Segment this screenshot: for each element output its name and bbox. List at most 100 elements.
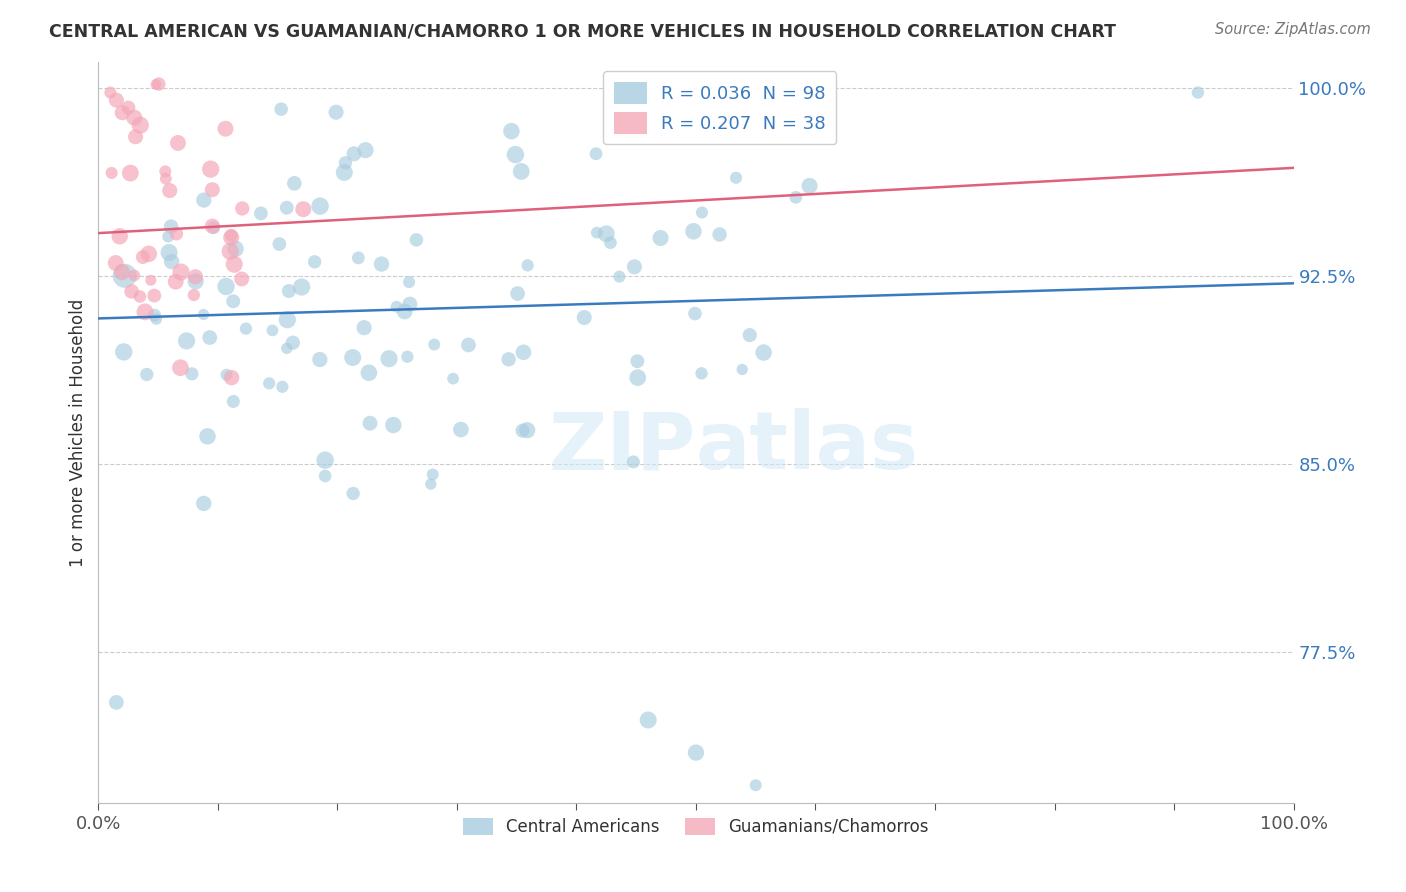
Point bbox=[165, 275, 187, 289]
Point bbox=[160, 254, 183, 268]
Point bbox=[516, 423, 538, 437]
Point bbox=[270, 102, 292, 116]
Point bbox=[512, 345, 534, 359]
Point bbox=[129, 289, 152, 303]
Point bbox=[745, 778, 768, 792]
Point bbox=[335, 156, 357, 170]
Point bbox=[382, 418, 405, 433]
Point bbox=[155, 164, 177, 178]
Point bbox=[505, 147, 527, 161]
Point bbox=[683, 307, 706, 321]
Point bbox=[347, 251, 370, 265]
Point bbox=[457, 338, 479, 352]
Point bbox=[215, 279, 238, 293]
Point bbox=[585, 226, 607, 240]
Point bbox=[145, 312, 167, 326]
Point bbox=[262, 323, 284, 337]
Point bbox=[222, 394, 245, 409]
Point bbox=[731, 362, 754, 376]
Point bbox=[637, 713, 659, 727]
Point bbox=[124, 129, 146, 144]
Point bbox=[231, 272, 253, 286]
Point bbox=[155, 171, 177, 186]
Point bbox=[117, 101, 139, 115]
Point bbox=[378, 351, 401, 366]
Point bbox=[405, 233, 427, 247]
Point bbox=[599, 235, 621, 250]
Point bbox=[394, 304, 416, 318]
Point bbox=[398, 275, 420, 289]
Point bbox=[385, 300, 408, 314]
Point bbox=[609, 269, 631, 284]
Point bbox=[108, 229, 131, 244]
Point bbox=[359, 416, 381, 430]
Point bbox=[201, 183, 224, 197]
Point bbox=[627, 370, 650, 384]
Point bbox=[621, 455, 644, 469]
Point bbox=[105, 695, 128, 709]
Point bbox=[501, 124, 523, 138]
Point bbox=[193, 193, 215, 207]
Point bbox=[709, 227, 731, 242]
Point bbox=[225, 242, 247, 256]
Text: Source: ZipAtlas.com: Source: ZipAtlas.com bbox=[1215, 22, 1371, 37]
Point bbox=[304, 255, 326, 269]
Point bbox=[121, 285, 143, 299]
Point bbox=[170, 265, 193, 279]
Point bbox=[325, 105, 347, 120]
Point bbox=[169, 360, 191, 375]
Point bbox=[626, 354, 648, 368]
Point bbox=[183, 288, 205, 302]
Text: CENTRAL AMERICAN VS GUAMANIAN/CHAMORRO 1 OR MORE VEHICLES IN HOUSEHOLD CORRELATI: CENTRAL AMERICAN VS GUAMANIAN/CHAMORRO 1… bbox=[49, 22, 1116, 40]
Point bbox=[143, 308, 166, 322]
Point bbox=[314, 453, 336, 467]
Point bbox=[752, 345, 775, 359]
Point bbox=[98, 86, 122, 100]
Point bbox=[160, 219, 183, 234]
Point bbox=[419, 477, 441, 491]
Y-axis label: 1 or more Vehicles in Household: 1 or more Vehicles in Household bbox=[69, 299, 87, 566]
Point bbox=[396, 350, 419, 364]
Point bbox=[354, 143, 377, 157]
Point bbox=[333, 165, 356, 179]
Point bbox=[124, 111, 146, 125]
Point bbox=[201, 219, 224, 234]
Point bbox=[276, 312, 298, 326]
Point bbox=[498, 352, 520, 367]
Point bbox=[353, 320, 375, 334]
Point bbox=[342, 486, 364, 500]
Point bbox=[139, 273, 162, 287]
Point bbox=[510, 164, 533, 178]
Point bbox=[114, 268, 136, 283]
Point bbox=[214, 121, 236, 136]
Point bbox=[120, 166, 142, 180]
Point bbox=[314, 469, 336, 483]
Point bbox=[111, 105, 134, 120]
Text: ZIP: ZIP bbox=[548, 409, 696, 486]
Point bbox=[176, 334, 198, 348]
Point bbox=[357, 366, 380, 380]
Point bbox=[785, 190, 807, 204]
Point bbox=[124, 268, 146, 283]
Point bbox=[271, 380, 294, 394]
Point bbox=[222, 294, 245, 309]
Point bbox=[132, 250, 155, 264]
Point bbox=[100, 166, 122, 180]
Point bbox=[690, 367, 713, 381]
Point bbox=[506, 286, 529, 301]
Point bbox=[219, 228, 242, 243]
Point bbox=[145, 78, 167, 92]
Point bbox=[291, 280, 314, 294]
Point bbox=[129, 118, 152, 132]
Point bbox=[143, 288, 166, 302]
Point bbox=[134, 305, 156, 319]
Point bbox=[148, 77, 170, 91]
Point bbox=[725, 170, 748, 185]
Point bbox=[202, 220, 225, 235]
Point bbox=[112, 345, 135, 359]
Point bbox=[167, 136, 190, 150]
Point bbox=[422, 467, 444, 482]
Point bbox=[574, 310, 596, 325]
Point bbox=[250, 206, 273, 220]
Point bbox=[104, 256, 127, 270]
